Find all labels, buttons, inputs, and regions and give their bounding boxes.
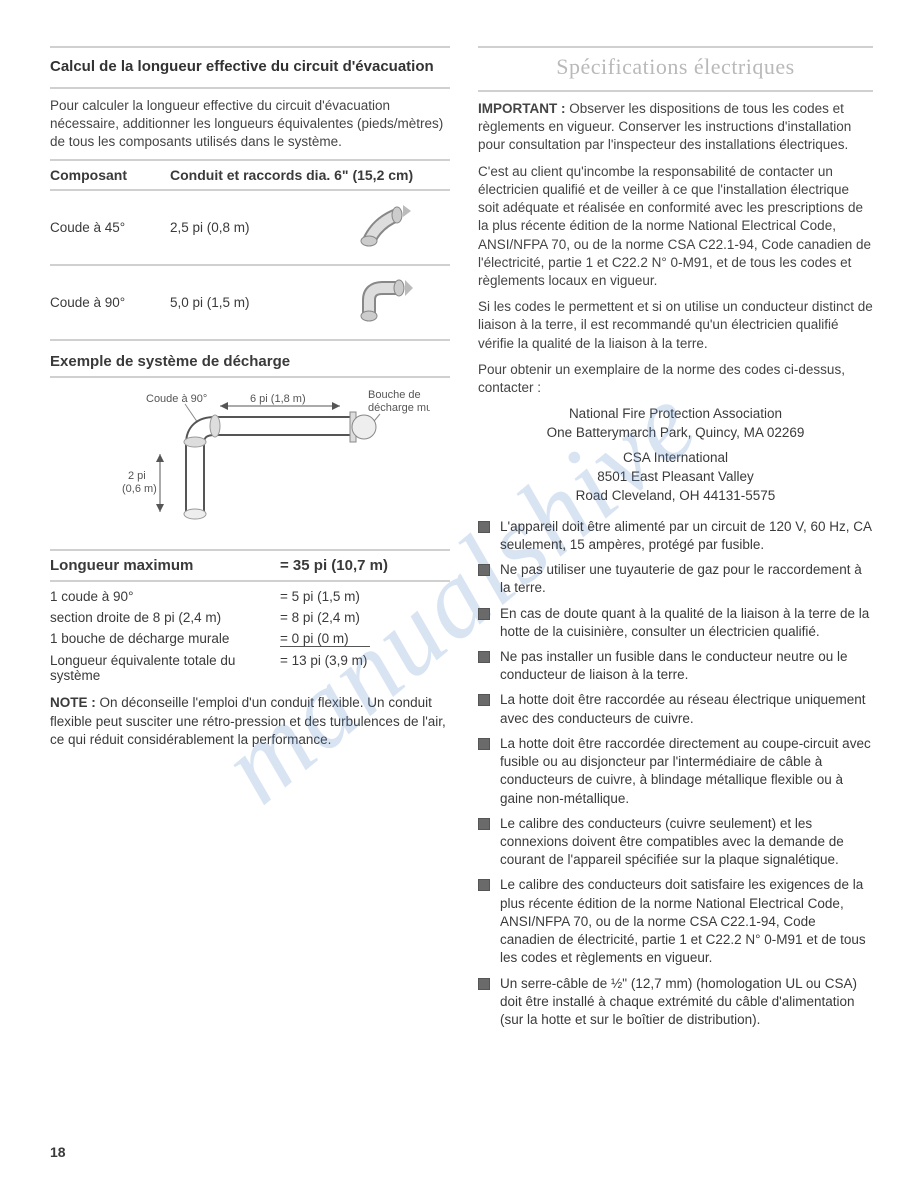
right-column: Spécifications électriques IMPORTANT : O…	[478, 40, 873, 1036]
length-label: 1 coude à 90°	[50, 589, 280, 604]
table-row: Coude à 45°2,5 pi (0,8 m)	[50, 191, 450, 266]
length-value: = 8 pi (2,4 m)	[280, 610, 450, 625]
svg-text:Bouche de: Bouche de	[368, 389, 421, 401]
contact2-line1: CSA International	[478, 449, 873, 468]
table-row: Coude à 90°5,0 pi (1,5 m)	[50, 266, 450, 341]
right-para4: Pour obtenir un exemplaire de la norme d…	[478, 361, 873, 397]
length-value: = 13 pi (3,9 m)	[280, 653, 450, 683]
note-text: NOTE : On déconseille l'emploi d'un cond…	[50, 694, 450, 749]
bullet-item: En cas de doute quant à la qualité de la…	[478, 605, 873, 641]
component-name: Coude à 90°	[50, 295, 170, 310]
svg-text:décharge murale: décharge murale	[368, 402, 430, 414]
bullet-item: Ne pas installer un fusible dans le cond…	[478, 648, 873, 684]
length-table: Longueur maximum = 35 pi (10,7 m) 1 coud…	[50, 549, 450, 686]
contact2-line3: Road Cleveland, OH 44131-5575	[478, 487, 873, 506]
elbow-icon	[320, 201, 450, 254]
bullet-list: L'appareil doit être alimenté par un cir…	[478, 518, 873, 1029]
length-row: 1 bouche de décharge murale= 0 pi (0 m)	[50, 628, 450, 650]
bullet-item: Le calibre des conducteurs doit satisfai…	[478, 876, 873, 967]
contact2-line2: 8501 East Pleasant Valley	[478, 468, 873, 487]
elbow-icon	[320, 276, 450, 329]
length-row: section droite de 8 pi (2,4 m)= 8 pi (2,…	[50, 607, 450, 628]
page-number: 18	[50, 1144, 66, 1160]
length-label: 1 bouche de décharge murale	[50, 631, 280, 647]
length-value: = 5 pi (1,5 m)	[280, 589, 450, 604]
important-label: IMPORTANT :	[478, 101, 566, 116]
bullet-item: Un serre-câble de ½" (12,7 mm) (homologa…	[478, 975, 873, 1030]
length-row: Longueur équivalente totale du système= …	[50, 650, 450, 686]
important-paragraph: IMPORTANT : Observer les dispositions de…	[478, 100, 873, 155]
table-head-composant: Composant	[50, 167, 170, 183]
right-para2: C'est au client qu'incombe la responsabi…	[478, 163, 873, 291]
right-section-title: Spécifications électriques	[478, 54, 873, 80]
left-section-title: Calcul de la longueur effective du circu…	[50, 54, 450, 81]
bullet-item: Le calibre des conducteurs (cuivre seule…	[478, 815, 873, 870]
bullet-item: La hotte doit être raccordée au réseau é…	[478, 691, 873, 727]
bullet-item: L'appareil doit être alimenté par un cir…	[478, 518, 873, 554]
page-content: Calcul de la longueur effective du circu…	[50, 40, 873, 1036]
length-head-value: = 35 pi (10,7 m)	[280, 557, 450, 574]
right-para3: Si les codes le permettent et si on util…	[478, 298, 873, 353]
bullet-item: Ne pas utiliser une tuyauterie de gaz po…	[478, 561, 873, 597]
length-head-label: Longueur maximum	[50, 557, 280, 574]
component-table: Composant Conduit et raccords dia. 6" (1…	[50, 159, 450, 341]
svg-text:6 pi (1,8 m): 6 pi (1,8 m)	[250, 393, 306, 405]
length-label: section droite de 8 pi (2,4 m)	[50, 610, 280, 625]
contact1-line2: One Batterymarch Park, Quincy, MA 02269	[478, 424, 873, 443]
diagram-title: Exemple de système de décharge	[50, 353, 450, 370]
left-intro: Pour calculer la longueur effective du c…	[50, 97, 450, 152]
left-column: Calcul de la longueur effective du circu…	[50, 40, 450, 1036]
component-value: 5,0 pi (1,5 m)	[170, 295, 320, 310]
note-label: NOTE :	[50, 695, 96, 710]
table-head-conduit: Conduit et raccords dia. 6" (15,2 cm)	[170, 167, 450, 183]
svg-text:Coude à 90°: Coude à 90°	[146, 393, 207, 405]
contact-block: National Fire Protection Association One…	[478, 405, 873, 505]
component-name: Coude à 45°	[50, 220, 170, 235]
exhaust-diagram: Coude à 90° 6 pi (1,8 m) Bouche de décha…	[50, 384, 450, 539]
bullet-item: La hotte doit être raccordée directement…	[478, 735, 873, 808]
length-value: = 0 pi (0 m)	[280, 631, 450, 647]
length-label: Longueur équivalente totale du système	[50, 653, 280, 683]
component-value: 2,5 pi (0,8 m)	[170, 220, 320, 235]
svg-text:2 pi: 2 pi	[128, 470, 146, 482]
svg-text:(0,6 m): (0,6 m)	[122, 483, 157, 495]
length-row: 1 coude à 90°= 5 pi (1,5 m)	[50, 586, 450, 607]
contact1-line1: National Fire Protection Association	[478, 405, 873, 424]
